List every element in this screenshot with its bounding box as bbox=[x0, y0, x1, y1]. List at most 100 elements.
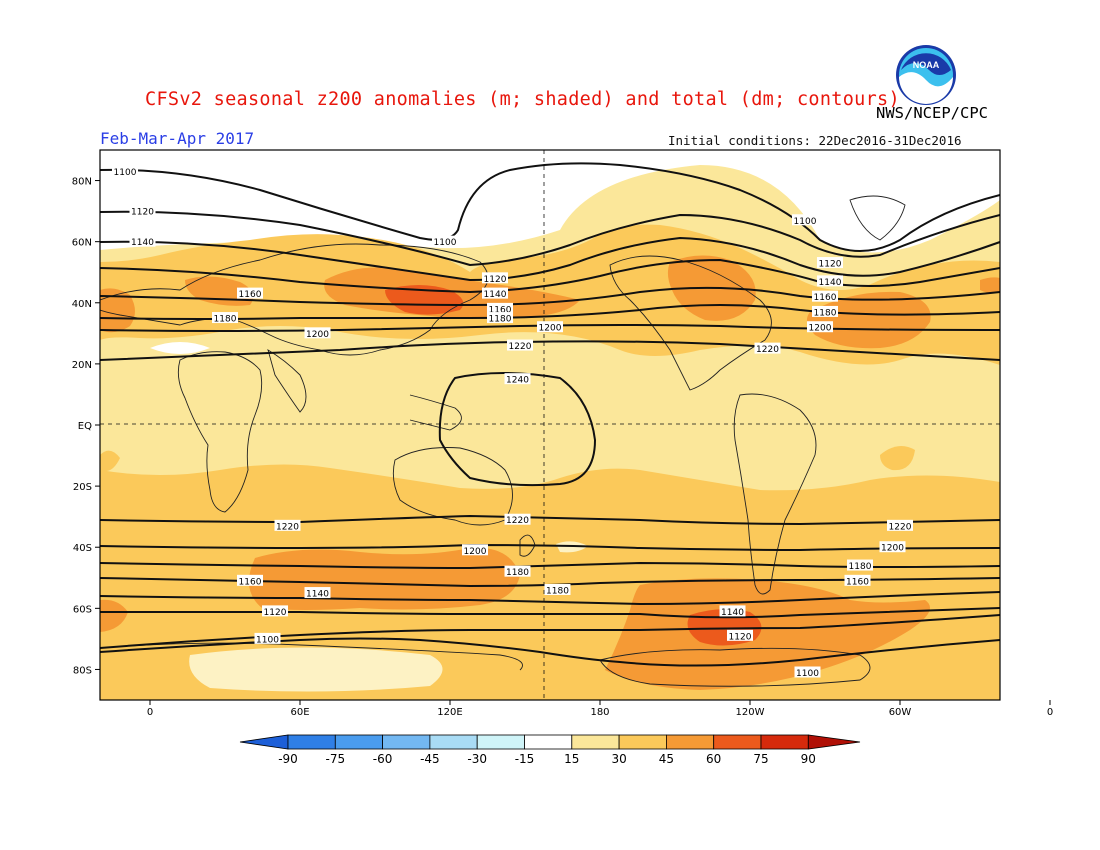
lat-label: 80S bbox=[73, 665, 92, 676]
lat-label: 80N bbox=[72, 177, 92, 188]
svg-text:1220: 1220 bbox=[509, 342, 532, 352]
colorbar-label: -90 bbox=[278, 752, 298, 766]
svg-text:1180: 1180 bbox=[506, 568, 529, 578]
svg-text:1120: 1120 bbox=[264, 608, 287, 618]
contour-label: 1200 bbox=[879, 541, 906, 554]
contour-label: 1120 bbox=[129, 205, 156, 218]
contour-label: 1140 bbox=[129, 235, 156, 248]
contour-label: 1220 bbox=[754, 342, 781, 355]
svg-text:1180: 1180 bbox=[489, 315, 512, 325]
contour-label: 1200 bbox=[537, 321, 563, 334]
svg-text:1100: 1100 bbox=[434, 238, 457, 248]
contour-label: 1140 bbox=[304, 587, 331, 600]
contour-label: 1140 bbox=[719, 605, 746, 618]
lat-label: 20N bbox=[72, 360, 92, 371]
colorbar-label: 75 bbox=[753, 752, 768, 766]
contour-label: 1100 bbox=[112, 165, 138, 178]
colorbar-label: 45 bbox=[659, 752, 674, 766]
contour-label: 1140 bbox=[482, 287, 508, 300]
contour-label: 1240 bbox=[504, 373, 531, 386]
contour-label: 1100 bbox=[254, 632, 281, 645]
contour-label: 1200 bbox=[807, 321, 833, 334]
colorbar-arrow-low bbox=[239, 734, 289, 750]
contour-label: 1180 bbox=[544, 584, 571, 597]
contour-label: 1200 bbox=[304, 327, 331, 340]
svg-text:1100: 1100 bbox=[794, 217, 817, 227]
svg-text:1160: 1160 bbox=[489, 305, 512, 315]
colorbar-label: 90 bbox=[801, 752, 816, 766]
colorbar-swatch bbox=[618, 734, 667, 750]
svg-text:1140: 1140 bbox=[306, 590, 329, 600]
contour-label: 1100 bbox=[794, 666, 821, 679]
colorbar-swatch bbox=[334, 734, 383, 750]
contour-label: 1160 bbox=[237, 574, 263, 587]
svg-text:1100: 1100 bbox=[256, 635, 279, 645]
colorbar-label: -15 bbox=[515, 752, 535, 766]
contour-label: 1220 bbox=[887, 519, 913, 532]
reference-lines bbox=[100, 150, 1000, 700]
svg-text:1220: 1220 bbox=[889, 522, 912, 532]
colorbar-swatch bbox=[429, 734, 478, 750]
colorbar: -90 -75 -60 -45 -30 -15 15 30 45 60 75 90 bbox=[239, 734, 861, 766]
noaa-logo: NOAA bbox=[895, 44, 957, 106]
colorbar-label: -45 bbox=[420, 752, 440, 766]
svg-text:1180: 1180 bbox=[849, 562, 872, 572]
colorbar-arrow-high bbox=[807, 734, 861, 750]
contour-label: 1160 bbox=[844, 574, 871, 587]
svg-text:1180: 1180 bbox=[814, 308, 837, 318]
contour-label: 1180 bbox=[812, 305, 838, 318]
colorbar-swatch bbox=[382, 734, 431, 750]
svg-text:1200: 1200 bbox=[539, 324, 562, 334]
contour-label: 1120 bbox=[262, 605, 288, 618]
svg-text:1100: 1100 bbox=[796, 669, 819, 679]
svg-text:1160: 1160 bbox=[814, 293, 837, 303]
contour-label: 1140 bbox=[817, 275, 843, 288]
colorbar-swatch bbox=[571, 734, 620, 750]
longitude-axis: 0 60E 120E 180 120W 60W 0 bbox=[147, 700, 1053, 718]
map-title: CFSv2 seasonal z200 anomalies (m; shaded… bbox=[145, 89, 900, 110]
colorbar-swatch bbox=[476, 734, 525, 750]
colorbar-label: 30 bbox=[611, 752, 626, 766]
contour-labels: 1100 1100 1100 1120 1120 1120 1140 1140 1140 1160… bbox=[112, 165, 913, 679]
svg-text:1120: 1120 bbox=[131, 208, 154, 218]
contour-label: 1120 bbox=[727, 629, 753, 642]
lon-label: 0 bbox=[147, 707, 153, 718]
contour-label: 1220 bbox=[507, 339, 533, 352]
lat-label: 40N bbox=[72, 299, 92, 310]
contour-label: 1180 bbox=[504, 565, 531, 578]
svg-text:1140: 1140 bbox=[484, 290, 507, 300]
lon-label: 120W bbox=[736, 707, 765, 718]
contour-label: 1120 bbox=[817, 257, 843, 270]
svg-text:1160: 1160 bbox=[239, 577, 262, 587]
svg-text:1200: 1200 bbox=[464, 547, 487, 557]
svg-text:1100: 1100 bbox=[114, 168, 137, 178]
agency-label: NWS/NCEP/CPC bbox=[876, 104, 988, 122]
contour-label: 1180 bbox=[847, 559, 873, 572]
svg-text:1160: 1160 bbox=[846, 577, 869, 587]
lon-label: 60W bbox=[889, 707, 912, 718]
svg-text:1220: 1220 bbox=[506, 516, 529, 526]
contour-label: 1200 bbox=[462, 544, 488, 557]
contour-label: 1100 bbox=[792, 214, 818, 227]
contour-label: 1180 bbox=[487, 312, 513, 325]
forecast-period: Feb-Mar-Apr 2017 bbox=[100, 129, 255, 148]
lat-label: 60N bbox=[72, 238, 92, 249]
lat-label: 60S bbox=[73, 604, 92, 615]
svg-text:1220: 1220 bbox=[276, 522, 299, 532]
contour-label: 1160 bbox=[487, 302, 513, 315]
svg-text:1140: 1140 bbox=[819, 278, 842, 288]
svg-text:1240: 1240 bbox=[506, 376, 529, 386]
colorbar-swatch bbox=[287, 734, 336, 750]
colorbar-label: 60 bbox=[706, 752, 721, 766]
lat-label: 20S bbox=[73, 482, 92, 493]
lat-label: EQ bbox=[78, 421, 92, 432]
colorbar-swatch bbox=[666, 734, 715, 750]
initial-conditions: Initial conditions: 22Dec2016-31Dec2016 bbox=[668, 133, 962, 148]
lon-label: 120E bbox=[437, 707, 462, 718]
colorbar-label: -75 bbox=[325, 752, 345, 766]
svg-text:1120: 1120 bbox=[484, 275, 507, 285]
contour-label: 1160 bbox=[812, 290, 838, 303]
latitude-axis: 80N 60N 40N 20N EQ 20S 40S 60S 80S bbox=[72, 177, 100, 676]
colorbar-label: -60 bbox=[373, 752, 393, 766]
